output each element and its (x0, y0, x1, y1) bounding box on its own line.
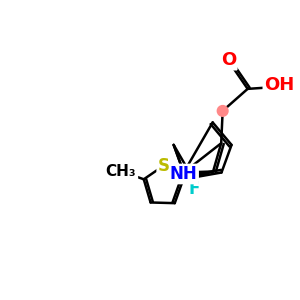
Text: F: F (188, 180, 200, 198)
Text: CH₃: CH₃ (106, 164, 137, 179)
Text: OH: OH (264, 76, 294, 94)
Text: NH: NH (170, 165, 198, 183)
Text: CH₃: CH₃ (106, 164, 136, 179)
Text: S: S (158, 157, 170, 175)
Circle shape (217, 106, 228, 116)
Text: O: O (221, 51, 236, 69)
